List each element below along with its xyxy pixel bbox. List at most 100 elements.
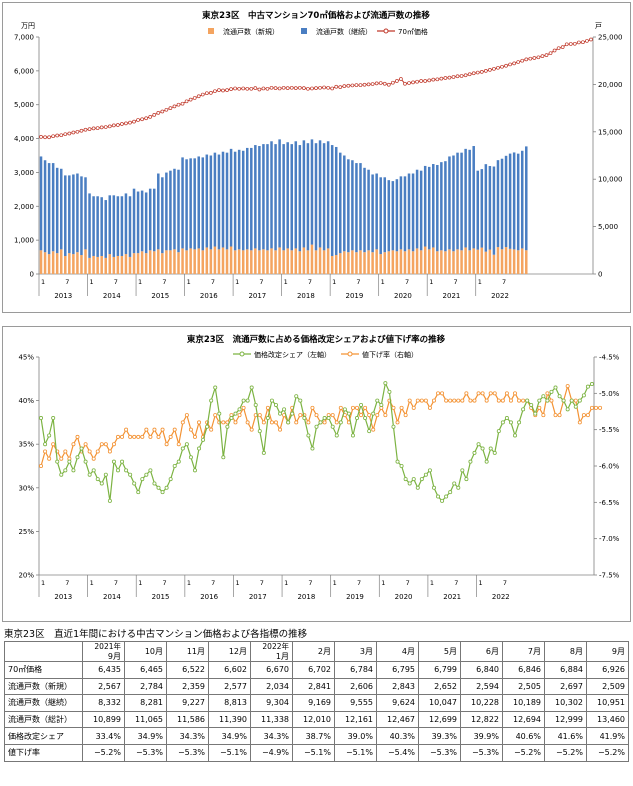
cut-rate-point <box>594 405 599 410</box>
table-cell: 11,390 <box>208 710 251 729</box>
cut-rate-point <box>156 434 161 439</box>
bar-cont <box>51 163 55 252</box>
table-cell: 6,926 <box>586 661 629 679</box>
bar-cont <box>294 141 298 249</box>
row-label: 流通戸数（総計） <box>4 710 83 729</box>
bar-cont <box>144 192 148 254</box>
bar-cont <box>512 152 516 250</box>
bar-cont <box>213 152 217 247</box>
bar-cont <box>161 177 164 254</box>
bar-cont <box>76 173 79 253</box>
price-point <box>544 53 549 57</box>
price-point <box>504 63 508 68</box>
table-cell: −5.1% <box>292 743 335 762</box>
price-point <box>516 60 521 64</box>
bar-cont <box>520 150 524 249</box>
bar-new <box>205 247 209 274</box>
chart2-month-label: 1 <box>430 579 434 587</box>
cut-rate-point <box>59 456 64 461</box>
table-cell: 40.6% <box>502 727 545 745</box>
share-point <box>51 416 56 421</box>
bar-cont <box>387 180 391 252</box>
price-point <box>293 86 298 90</box>
cut-rate-point <box>581 413 586 418</box>
price-point <box>47 135 51 140</box>
bar-cont <box>343 155 346 252</box>
bar-new <box>322 250 326 274</box>
price-point <box>508 62 512 67</box>
share-point <box>168 477 173 482</box>
cut-rate-point <box>188 427 193 432</box>
chart1-legend-label: 70㎡価格 <box>398 27 428 36</box>
bar-new <box>270 248 273 274</box>
bar-cont <box>427 166 431 250</box>
share-point <box>403 477 408 482</box>
share-point <box>342 407 347 412</box>
bar-cont <box>80 176 83 256</box>
price-point <box>532 56 537 60</box>
bar-new <box>504 247 508 274</box>
share-point <box>249 385 254 390</box>
bar-new <box>209 249 213 274</box>
bar-cont <box>193 158 196 250</box>
bar-new <box>112 256 116 274</box>
cut-rate-point <box>180 420 185 425</box>
cut-rate-point <box>245 420 250 425</box>
bar-new <box>84 249 87 274</box>
chart1-ytick-label-right: 10,000 <box>598 176 623 184</box>
table-cell: 10,047 <box>418 694 461 712</box>
bar-new <box>189 248 192 274</box>
price-point <box>152 113 157 117</box>
bar-new <box>124 254 128 274</box>
month-header: 4月 <box>376 641 419 662</box>
bar-new <box>399 249 403 274</box>
table-row: 流通戸数（新規） 2,567 2,784 2,359 2,577 2,034 2,841 2,… <box>4 677 629 696</box>
table-cell: 2,843 <box>376 677 419 696</box>
cut-rate-point <box>221 420 226 425</box>
chart2-month-label: 7 <box>357 579 361 587</box>
chart1-month-label: 1 <box>429 278 433 286</box>
bar-cont <box>152 188 156 252</box>
bar-cont <box>375 173 378 250</box>
year-label: 2022年 <box>262 642 289 652</box>
share-point <box>431 485 436 490</box>
share-point <box>160 490 165 495</box>
bar-cont <box>436 164 439 252</box>
share-point <box>99 481 104 486</box>
table-cell: 2,841 <box>292 677 335 696</box>
bar-cont <box>221 151 225 248</box>
share-point <box>436 494 441 499</box>
price-point <box>204 91 209 96</box>
cut-rate-point <box>124 427 129 432</box>
share-point <box>79 446 84 451</box>
bar-new <box>96 256 99 274</box>
chart1-month-label: 1 <box>284 278 288 286</box>
chart2-month-label: 1 <box>479 579 483 587</box>
price-point <box>467 72 472 77</box>
share-point <box>383 381 388 386</box>
price-point <box>560 45 565 49</box>
table-cell: 12,010 <box>292 710 335 729</box>
month-header: 8月 <box>544 641 587 662</box>
price-point <box>528 56 533 61</box>
bar-cont <box>92 196 95 256</box>
bar-cont <box>72 174 75 255</box>
table-caption: 東京23区 直近1年間における中古マンション価格および各指標の推移 <box>4 629 308 640</box>
bar-cont <box>371 174 374 253</box>
bar-new <box>419 250 423 274</box>
row-label: 70㎡価格 <box>4 661 83 679</box>
cut-rate-point <box>83 442 88 447</box>
bar-cont <box>254 145 257 249</box>
cut-rate-point <box>269 420 274 425</box>
share-point <box>549 389 554 394</box>
cut-rate-point <box>598 405 603 410</box>
chart1-year-label: 2017 <box>248 292 266 300</box>
chart1-year-label: 2018 <box>297 292 315 300</box>
price-point <box>512 61 516 66</box>
table-cell: 2,606 <box>334 677 377 696</box>
cut-rate-point <box>51 442 56 447</box>
cut-rate-point <box>403 413 408 418</box>
bar-cont <box>241 150 245 251</box>
bar-new <box>104 257 107 274</box>
share-point <box>229 416 234 421</box>
